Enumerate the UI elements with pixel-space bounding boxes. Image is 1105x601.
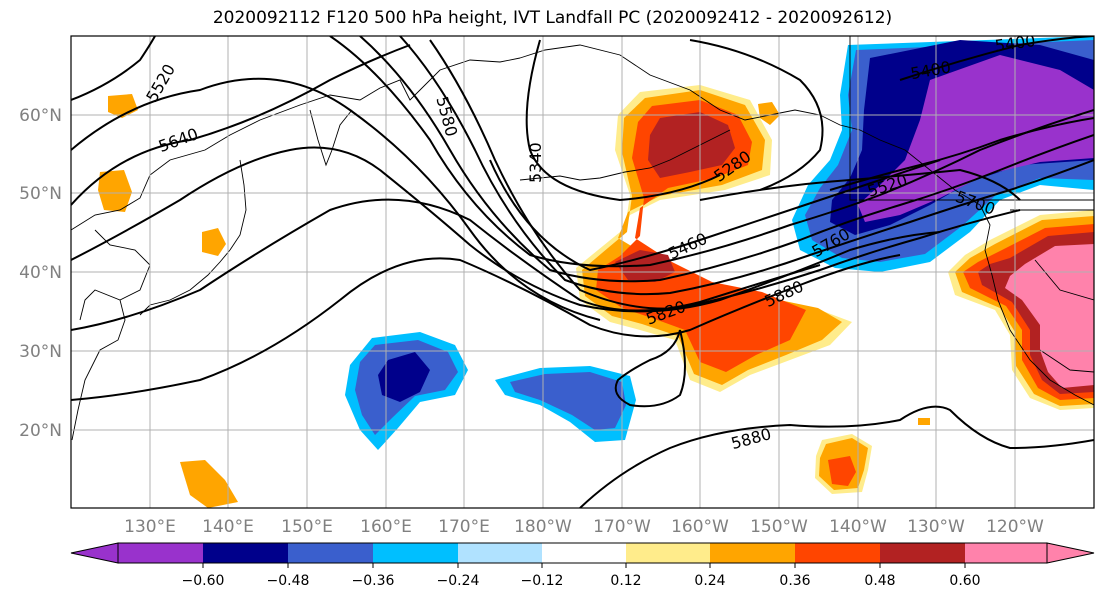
- map-frame: [70, 35, 1095, 509]
- contour-5400-ne: [899, 36, 1094, 81]
- longitude-labels: 130°E 140°E 150°E 160°E 170°E 180°W 170°…: [124, 517, 1044, 537]
- colorbar-bin-2: [203, 543, 288, 563]
- lon-label-180W: 180°W: [514, 517, 572, 537]
- colorbar-bin-11: [965, 543, 1047, 563]
- latitude-labels: 60°N 50°N 40°N 30°N 20°N: [19, 106, 62, 441]
- map-title: 2020092112 F120 500 hPa height, IVT Land…: [212, 8, 893, 28]
- colorbar-extend-right: [1046, 542, 1095, 564]
- lon-label-150E: 150°E: [281, 517, 333, 537]
- colorbar-label-5: −0.12: [521, 573, 564, 589]
- colorbar-bin-9: [795, 543, 880, 563]
- positive-patch-sw: [180, 460, 238, 508]
- colorbar-extend-left: [70, 542, 119, 564]
- coastlines: [71, 36, 1094, 441]
- positive-westcoast-pink: [1005, 244, 1094, 388]
- lat-label-40N: 40°N: [19, 263, 62, 283]
- coastline-asia: [71, 57, 521, 231]
- negative-blob-east-mid: [510, 372, 626, 430]
- coastline-canada: [849, 36, 1094, 201]
- contour-5580: [71, 44, 411, 206]
- coastline-korea: [71, 299, 126, 441]
- colorbar-bin-5: [458, 543, 542, 563]
- contour-5520-west: [71, 36, 156, 101]
- colorbar-label-10: 0.60: [949, 573, 980, 589]
- lat-label-50N: 50°N: [19, 184, 62, 204]
- coastline-kamchatka: [309, 109, 353, 167]
- lon-label-170E: 170°E: [438, 517, 490, 537]
- coastline-ca-nv: [1034, 259, 1094, 301]
- colorbar-ticks: [202, 563, 966, 568]
- colorbar-label-1: −0.60: [182, 573, 225, 589]
- lon-label-160E: 160°E: [360, 517, 412, 537]
- colorbar-label-6: 0.12: [610, 573, 641, 589]
- contour-ridge-1: [329, 36, 1094, 268]
- lon-label-160W: 160°W: [671, 517, 729, 537]
- lat-label-20N: 20°N: [19, 421, 62, 441]
- colorbar-frame: [117, 542, 1048, 564]
- colorbar-label-9: 0.48: [864, 573, 895, 589]
- contour-5700: [699, 168, 1021, 201]
- colorbar-bin-1: [118, 543, 203, 563]
- coastline-aleutians: [519, 129, 731, 181]
- height-contours: [71, 36, 1094, 508]
- contour-label-5400-top: 5400: [994, 31, 1037, 55]
- colorbar-label-8: 0.36: [779, 573, 810, 589]
- colorbar-label-4: −0.24: [437, 573, 480, 589]
- contour-5880-north: [71, 254, 901, 401]
- colorbar-bin-6: [542, 543, 626, 563]
- contour-5820: [71, 198, 821, 331]
- positive-patch-okhotsk: [98, 170, 132, 212]
- lon-label-140W: 140°W: [829, 517, 887, 537]
- contour-5520-ne: [829, 117, 1094, 191]
- coastline-okhotsk: [79, 229, 151, 321]
- contour-pacific-low: [689, 39, 824, 191]
- lon-label-140E: 140°E: [202, 517, 254, 537]
- lat-label-30N: 30°N: [19, 342, 62, 362]
- positive-patch-alaska: [758, 102, 780, 125]
- coastline-alaska: [519, 44, 981, 206]
- lat-label-60N: 60°N: [19, 106, 62, 126]
- contour-5460: [489, 159, 941, 272]
- coastline-mexico: [1039, 349, 1094, 373]
- contour-5880-south: [579, 405, 1094, 508]
- contour-5340: [525, 39, 721, 202]
- colorbar-bin-4: [373, 543, 458, 563]
- lon-label-120W: 120°W: [986, 517, 1044, 537]
- lon-label-170W: 170°W: [593, 517, 651, 537]
- contour-label-5340: 5340: [526, 142, 545, 183]
- map-layers: 5520 5640 5580 5340 5280 5460 5820 5880 …: [71, 31, 1094, 508]
- lon-label-150W: 150°W: [750, 517, 808, 537]
- positive-band-darkred: [648, 112, 735, 178]
- positive-patch-mid-east: [918, 418, 930, 425]
- colorbar-labels: −0.60 −0.48 −0.36 −0.24 −0.12 0.12 0.24 …: [182, 573, 981, 589]
- contour-5880-loop: [614, 329, 686, 408]
- negative-blob-west-core: [378, 352, 430, 402]
- colorbar-bin-10: [880, 543, 965, 563]
- colorbar-bin-3: [288, 543, 373, 563]
- contour-5760: [71, 146, 941, 313]
- colorbar: −0.60 −0.48 −0.36 −0.24 −0.12 0.12 0.24 …: [70, 542, 1095, 589]
- lon-label-130E: 130°E: [124, 517, 176, 537]
- colorbar-label-2: −0.48: [267, 573, 310, 589]
- contour-ridge-3: [399, 36, 1094, 296]
- coastline-na-west: [979, 204, 1094, 406]
- coastline-sakhalin: [229, 159, 247, 251]
- colorbar-bin-8: [710, 543, 795, 563]
- lon-label-130W: 130°W: [907, 517, 965, 537]
- colorbar-label-7: 0.24: [694, 573, 725, 589]
- positive-patch-japan: [202, 228, 226, 256]
- colorbar-label-3: −0.36: [352, 573, 395, 589]
- gridlines: [71, 36, 1094, 508]
- colorbar-bin-7: [626, 543, 710, 563]
- contour-ridge-2: [359, 36, 1094, 283]
- positive-east-hawaii-red: [828, 456, 856, 486]
